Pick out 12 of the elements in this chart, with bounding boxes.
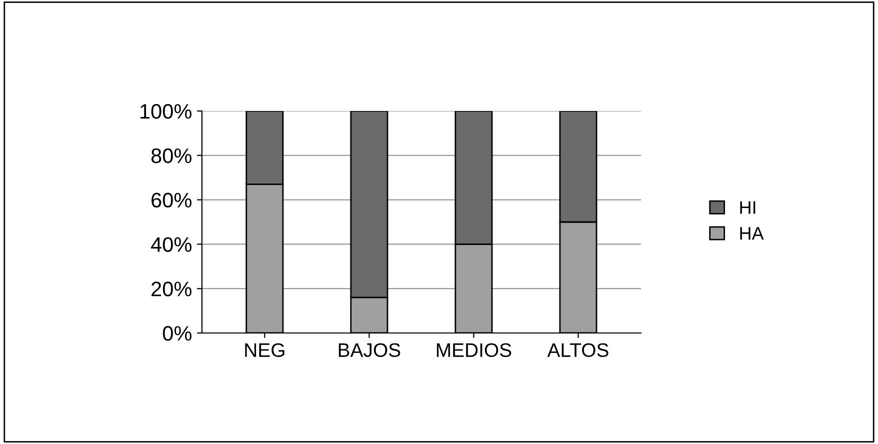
y-tick-label: 40% [151,237,192,252]
y-tick-label: 20% [152,282,192,296]
x-tick-label: MEDIOS [436,343,512,358]
y-tick-label: 0% [162,326,192,341]
x-tick-label: BAJOS [338,343,400,358]
x-tick-label: NEG [245,343,284,358]
y-tick-label: 100% [140,104,192,119]
y-tick-label: 60% [152,192,192,208]
y-tick-label: 80% [151,148,192,164]
legend-label: HI [740,201,756,214]
x-tick-label: ALTOS [547,343,608,358]
legend-label: HA [740,227,764,240]
